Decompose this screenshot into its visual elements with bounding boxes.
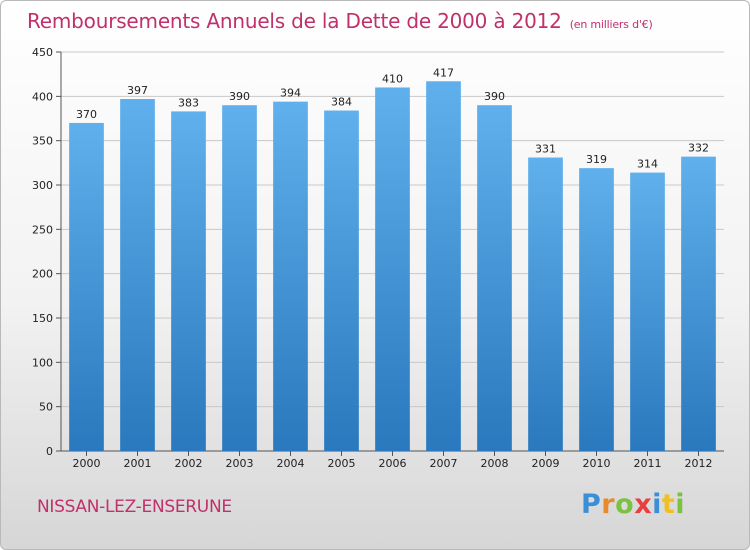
data-label: 397 <box>127 84 148 97</box>
bar <box>120 98 155 451</box>
y-tick-label: 100 <box>32 356 53 369</box>
chart-unit: (en milliers d'€) <box>569 18 653 31</box>
data-label: 370 <box>76 108 97 121</box>
x-tick-label: 2012 <box>685 457 713 470</box>
bars <box>69 81 716 452</box>
bar <box>426 81 461 451</box>
logo-letter: r <box>601 489 616 520</box>
bar <box>477 105 512 451</box>
bar <box>375 87 410 451</box>
bar <box>273 101 308 452</box>
logo-letter: i <box>652 489 662 520</box>
labels: 370 2000 397 2001 383 2002 390 2003 394 2004 384 20… <box>73 66 713 470</box>
y-tick-label: 300 <box>32 179 53 192</box>
bar <box>69 122 104 451</box>
bar <box>171 111 206 451</box>
logo-letter: o <box>615 489 635 520</box>
bar <box>681 156 716 452</box>
x-tick-label: 2006 <box>379 457 407 470</box>
x-tick-label: 2002 <box>175 457 203 470</box>
data-label: 314 <box>637 158 658 171</box>
chart-title-text: Remboursements Annuels de la Dette de 20… <box>27 9 562 33</box>
x-tick-label: 2000 <box>73 457 101 470</box>
y-tick-label: 400 <box>32 90 53 103</box>
bar <box>579 168 614 452</box>
x-tick-label: 2010 <box>583 457 611 470</box>
data-label: 384 <box>331 96 352 109</box>
bar <box>324 110 359 452</box>
data-label: 390 <box>484 90 505 103</box>
data-label: 394 <box>280 87 301 100</box>
bar <box>222 105 257 451</box>
x-tick-label: 2007 <box>430 457 458 470</box>
data-label: 390 <box>229 90 250 103</box>
y-tick-label: 250 <box>32 223 53 236</box>
bar <box>528 157 563 451</box>
data-label: 410 <box>382 72 403 85</box>
y-tick-label: 150 <box>32 312 53 325</box>
data-label: 417 <box>433 66 454 79</box>
y-tick-label: 200 <box>32 268 53 281</box>
x-tick-label: 2001 <box>124 457 152 470</box>
logo-letter: i <box>675 489 686 520</box>
x-tick-label: 2009 <box>532 457 560 470</box>
logo-letter: P <box>581 489 602 520</box>
x-tick-label: 2005 <box>328 457 356 470</box>
bar <box>630 172 665 451</box>
data-label: 319 <box>586 153 607 166</box>
data-label: 331 <box>535 143 556 156</box>
y-tick-label: 350 <box>32 135 53 148</box>
data-label: 383 <box>178 96 199 109</box>
x-tick-label: 2004 <box>277 457 305 470</box>
x-tick-label: 2011 <box>634 457 662 470</box>
proxiti-logo[interactable]: Proxiti <box>581 489 685 520</box>
logo-letter: t <box>661 489 676 520</box>
y-tick-label: 0 <box>46 445 53 458</box>
y-tick-label: 50 <box>39 401 53 414</box>
y-tick-label: 450 <box>32 46 53 59</box>
chart-title: Remboursements Annuels de la Dette de 20… <box>27 9 653 33</box>
logo-letter: x <box>634 489 653 520</box>
x-tick-label: 2003 <box>226 457 254 470</box>
x-tick-label: 2008 <box>481 457 509 470</box>
data-label: 332 <box>688 142 709 155</box>
commune-name: NISSAN-LEZ-ENSERUNE <box>37 497 232 517</box>
